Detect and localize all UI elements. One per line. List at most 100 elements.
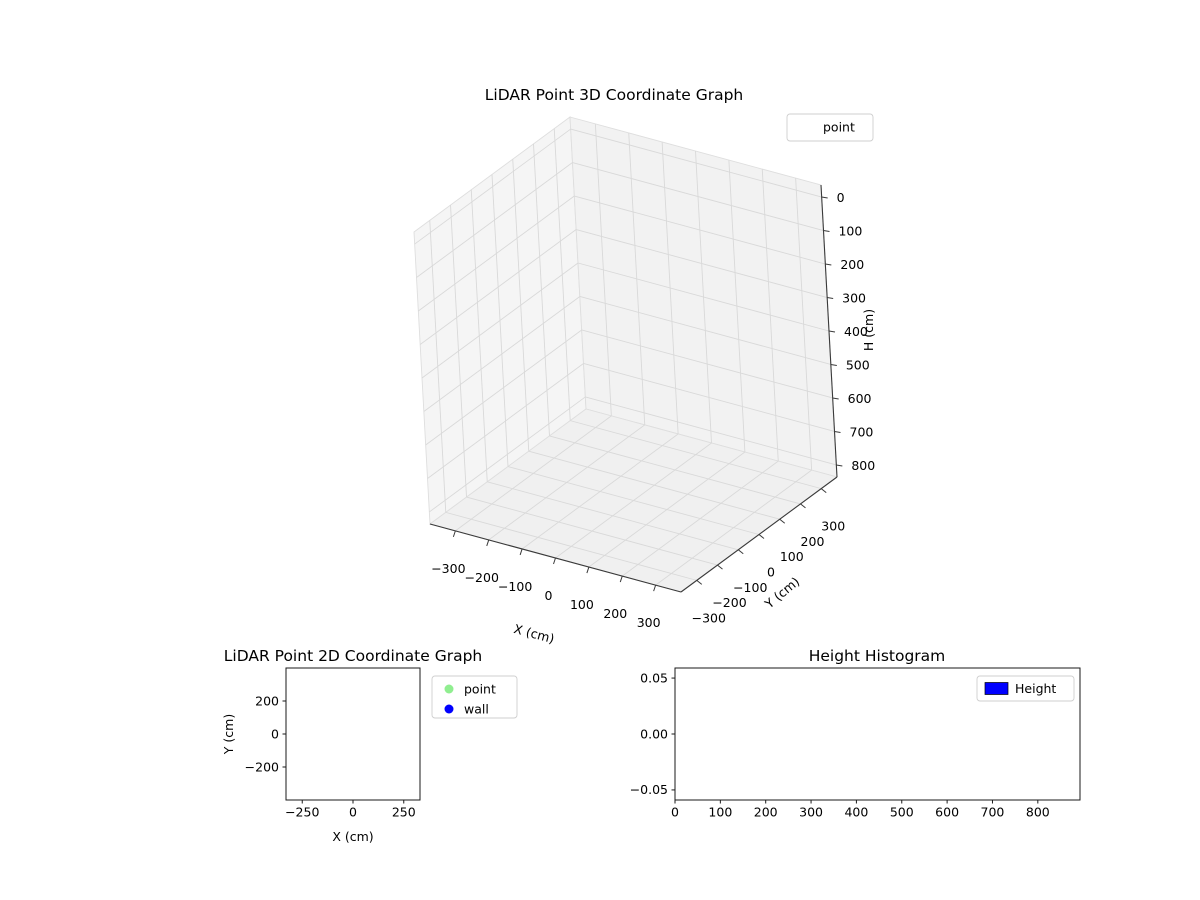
plot3d-title: LiDAR Point 3D Coordinate Graph [485,86,743,104]
x-tick-label: −250 [285,805,319,820]
z-tick-label-3d: 300 [842,291,866,306]
x-tick-label: 400 [844,805,868,820]
hist-title: Height Histogram [809,647,946,665]
x-tick-label-3d: 300 [637,615,661,630]
plot2d-legend-box [431,675,518,719]
grid-line-3d [507,466,760,535]
y-tick-label: −200 [245,759,279,774]
plot2d-title: LiDAR Point 2D Coordinate Graph [224,647,482,665]
plot2d-xlabel: X (cm) [332,829,373,844]
z-tick-label-3d: 500 [846,357,870,372]
y-tick-label: 0 [271,726,279,741]
z-tick-label-3d: 100 [838,224,862,239]
grid-line-3d [549,435,801,505]
y-tick-label-3d: −200 [712,595,746,610]
x-tick-label-3d: −100 [498,579,532,594]
y-tick-3d [696,579,703,585]
y-tick-label-3d: 0 [767,565,775,580]
y-tick-label: 0.00 [640,726,668,741]
x-tick-3d [619,575,623,583]
x-tick-label: 600 [935,805,959,820]
grid-line-3d [695,150,712,444]
z-tick-3d [832,397,839,400]
z-tick-label-3d: 700 [850,424,874,439]
grid-line-3d [661,141,679,434]
plot2d-axes-frame [285,667,421,801]
z-tick-label-3d: 600 [848,391,872,406]
x-tick-3d [553,557,556,565]
x-tick-label-3d: 100 [570,597,594,612]
point-marker-icon [444,684,454,694]
plot3d-zlabel: H (cm) [861,309,876,351]
grid-line-3d [466,496,718,566]
x-tick-label: 200 [754,805,778,820]
grid-line-3d [728,160,746,453]
y-tick-label-3d: 300 [821,519,845,534]
y-tick-label-3d: −300 [692,610,726,625]
x-tick-label: 100 [708,805,732,820]
plot2d-legend-label-point: point [464,682,496,697]
grid-line-3d [470,189,488,482]
plot3d-legend-box [786,113,874,142]
z-tick-3d [836,464,843,467]
grid-line-3d [553,128,571,421]
y-tick-label-3d: 200 [801,534,825,549]
x-tick-label: 800 [1026,805,1050,820]
grid-line-3d [533,143,550,436]
z-tick-label-3d: 400 [844,324,868,339]
y-tick-label-3d: 100 [780,549,804,564]
x-tick-label-3d: 200 [603,606,627,621]
x-tick-label-3d: −300 [431,561,465,576]
z-tick-3d [825,263,832,266]
x-tick-label-3d: 0 [545,588,553,603]
x-tick-label: 250 [392,805,416,820]
y-tick-label: 0.05 [640,670,668,685]
plot2d-legend: point wall [431,675,518,719]
x-tick-label: 0 [349,805,357,820]
x-tick-3d [653,584,657,592]
x-tick-label: 500 [890,805,914,820]
x-tick-label: 0 [671,805,679,820]
x-tick-3d [586,566,590,574]
y-tick-label: 200 [255,693,279,708]
x-tick-label: 300 [799,805,823,820]
y-tick-3d [800,503,806,509]
grid-line-3d [795,178,813,471]
grid-line-3d [487,481,739,551]
z-tick-label-3d: 0 [837,190,845,205]
grid-line-3d [528,450,780,520]
grid-line-3d [512,159,530,452]
z-tick-3d [827,297,834,300]
hist-legend: Height [976,675,1075,702]
grid-line-3d [761,169,779,462]
hist-legend-label: Height [1015,681,1056,696]
y-tick-label: −0.05 [630,782,668,797]
grid-line-3d [570,420,822,490]
z-tick-3d [828,330,836,333]
grid-line-3d [445,511,697,581]
wall-marker-icon [444,704,454,714]
hist-canvas: 0 100 200 300 400 500 600 700 800 0.05 0.00 −0.05 [630,670,1050,819]
x-tick-3d [452,530,456,538]
z-tick-3d [830,363,837,366]
z-tick-3d [834,430,841,433]
z-tick-3d [821,196,828,199]
y-tick-label-3d: −100 [733,580,767,595]
plot2d-canvas: −250 0 250 200 0 −200 [245,693,416,819]
plot3d-xlabel: X (cm) [512,621,556,646]
plot3d-legend-label: point [823,120,855,135]
grid-line-3d [429,220,447,513]
height-patch-icon [984,682,1009,695]
z-tick-3d [823,230,830,233]
z-tick-label-3d: 800 [851,458,875,473]
grid-line-3d [491,174,509,467]
y-tick-3d [717,564,723,570]
hist-axes-frame [674,667,1081,801]
x-tick-label-3d: −200 [465,570,499,585]
grid-line-3d [594,123,612,416]
y-tick-3d [737,549,744,555]
y-tick-3d [779,518,786,524]
